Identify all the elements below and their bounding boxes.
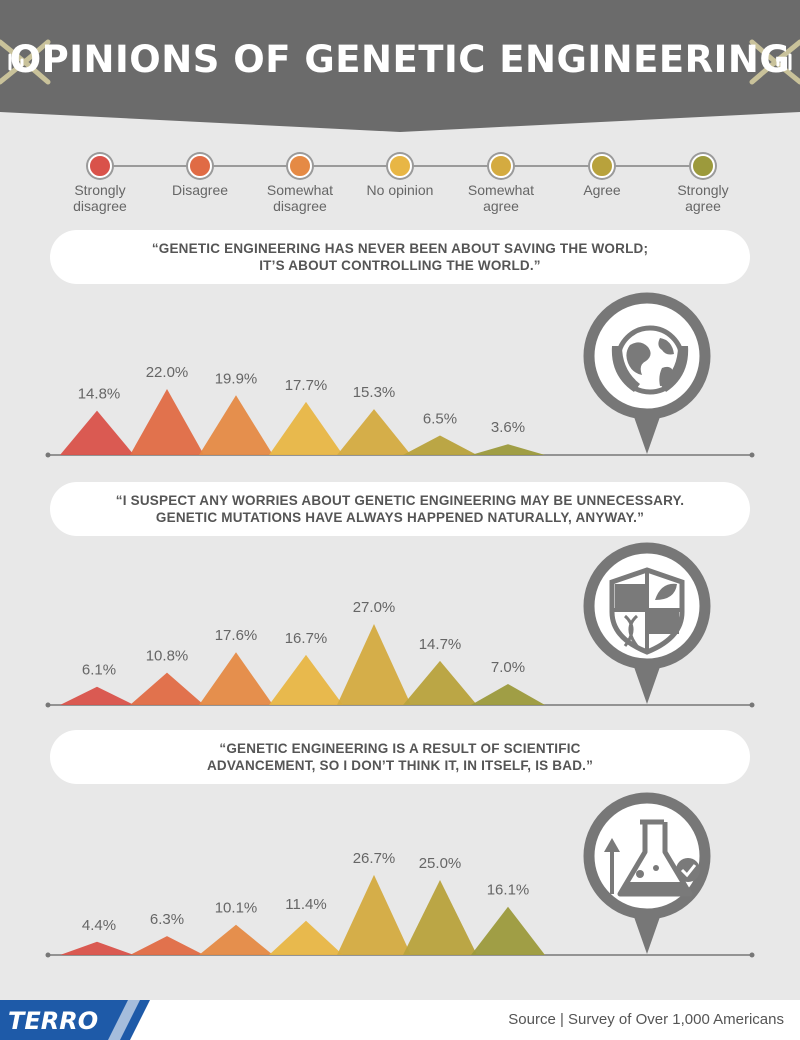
chart-peak: [130, 672, 204, 705]
chart-peak: [403, 435, 477, 455]
legend-label: Somewhat agree: [467, 182, 535, 214]
legend-item: Disagree: [150, 152, 250, 198]
chart-2-svg: 6.1% 10.8% 17.6% 16.7% 27.0% 14.7% 7.0%: [45, 542, 755, 708]
legend-label: Strongly agree: [677, 182, 729, 214]
legend-dot: [489, 154, 513, 178]
data-label: 14.8%: [78, 386, 121, 403]
data-label: 26.7%: [353, 850, 396, 867]
legend-label: Agree: [583, 182, 621, 198]
legend-item: No opinion: [350, 152, 450, 198]
footer: TERRO Source | Survey of Over 1,000 Amer…: [0, 1000, 800, 1040]
chart-peak: [403, 660, 477, 705]
data-label: 22.0%: [146, 364, 189, 381]
legend-item: Somewhat agree: [451, 152, 551, 214]
header: OPINIONS OF GENETIC ENGINEERING: [0, 0, 800, 132]
baseline-end: [45, 952, 51, 958]
legend-label: No opinion: [366, 182, 434, 198]
chart-peak: [199, 924, 273, 955]
baseline-end: [749, 702, 755, 708]
data-label: 17.6%: [215, 627, 258, 644]
data-label: 16.7%: [285, 630, 328, 647]
data-label: 14.7%: [419, 636, 462, 653]
quote-1: “GENETIC ENGINEERING HAS NEVER BEEN ABOU…: [50, 230, 750, 284]
legend-dot: [388, 154, 412, 178]
header-banner: [0, 0, 800, 132]
logo-text: TERRO: [8, 1007, 99, 1035]
chart-peak: [471, 684, 545, 705]
quote-2: “I SUSPECT ANY WORRIES ABOUT GENETIC ENG…: [50, 482, 750, 536]
chart-peak: [269, 401, 343, 455]
legend-item: Agree: [552, 152, 652, 198]
baseline-end: [749, 952, 755, 958]
baseline-end: [749, 452, 755, 458]
data-label: 10.8%: [146, 648, 189, 665]
data-label: 17.7%: [285, 377, 328, 394]
baseline-end: [45, 702, 51, 708]
legend-dot: [590, 154, 614, 178]
flask-arrow-check-icon: [583, 792, 711, 954]
chart-peak: [269, 920, 343, 955]
source-text: Source | Survey of Over 1,000 Americans: [508, 1011, 784, 1028]
legend-label: Strongly disagree: [73, 182, 127, 214]
terro-logo: [0, 1000, 150, 1040]
chart-peak: [199, 395, 273, 455]
data-label: 4.4%: [82, 917, 116, 934]
data-label: 7.0%: [491, 659, 525, 676]
legend-item: Strongly disagree: [50, 152, 150, 214]
chart-peak: [403, 880, 477, 955]
dna-helix-icon: [0, 39, 51, 85]
legend-label: Disagree: [171, 182, 229, 198]
chart-peak: [337, 409, 411, 455]
chart-peak: [471, 906, 545, 955]
data-label: 6.5%: [423, 411, 457, 428]
globe-in-hands-icon: [583, 292, 711, 454]
legend-dot: [188, 154, 212, 178]
chart-2: 6.1% 10.8% 17.6% 16.7% 27.0% 14.7% 7.0%: [0, 540, 800, 710]
legend-label: Somewhat disagree: [266, 182, 334, 214]
legend-dot: [691, 154, 715, 178]
legend-dot: [288, 154, 312, 178]
data-label: 19.9%: [215, 370, 258, 387]
page-title: OPINIONS OF GENETIC ENGINEERING: [9, 38, 791, 81]
chart-peak: [60, 941, 134, 955]
chart-1-svg: 14.8% 22.0% 19.9% 17.7% 15.3% 6.5% 3.6%: [45, 292, 755, 458]
quote-3: “GENETIC ENGINEERING IS A RESULT OF SCIE…: [50, 730, 750, 784]
chart-1: 14.8% 22.0% 19.9% 17.7% 15.3% 6.5% 3.6%: [0, 290, 800, 460]
chart-3-svg: 4.4% 6.3% 10.1% 11.4% 26.7% 25.0% 16.1%: [45, 792, 755, 958]
data-label: 3.6%: [491, 419, 525, 436]
chart-peak: [269, 654, 343, 705]
shield-dna-leaf-icon: [583, 542, 711, 704]
data-label: 10.1%: [215, 900, 258, 917]
data-label: 15.3%: [353, 384, 396, 401]
data-label: 11.4%: [285, 896, 326, 913]
chart-3: 4.4% 6.3% 10.1% 11.4% 26.7% 25.0% 16.1%: [0, 790, 800, 960]
chart-peak: [337, 624, 411, 705]
legend: Strongly disagree Disagree Somewhat disagr…: [0, 152, 800, 222]
chart-peak: [471, 444, 545, 455]
baseline-end: [45, 452, 51, 458]
chart-peak: [130, 936, 204, 955]
legend-dot: [88, 154, 112, 178]
data-label: 16.1%: [487, 882, 530, 899]
data-label: 6.3%: [150, 911, 184, 928]
data-label: 6.1%: [82, 662, 116, 679]
chart-peak: [60, 410, 134, 455]
chart-peak: [130, 389, 204, 455]
data-label: 27.0%: [353, 599, 396, 616]
data-label: 25.0%: [419, 855, 462, 872]
dna-helix-icon: [749, 39, 800, 85]
chart-peak: [199, 652, 273, 705]
chart-peak: [337, 874, 411, 955]
chart-peak: [60, 686, 134, 705]
legend-item: Strongly agree: [653, 152, 753, 214]
legend-item: Somewhat disagree: [250, 152, 350, 214]
